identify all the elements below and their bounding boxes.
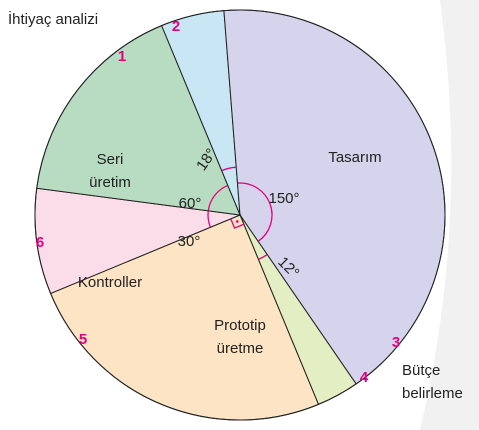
angle-arc	[258, 254, 268, 260]
pie-outline	[34, 9, 446, 421]
step-number: 1	[118, 48, 126, 65]
label-line: Prototip	[214, 317, 266, 334]
angle-label: 30°	[178, 233, 201, 250]
step-number: 6	[36, 234, 44, 251]
page-shade	[420, 0, 479, 430]
angle-label: 60°	[179, 195, 202, 212]
angle-arc	[207, 211, 211, 228]
angle-arc	[207, 184, 228, 211]
angle-arc	[237, 182, 273, 242]
label-line: üretme	[217, 340, 264, 357]
right-angle-marker	[230, 218, 245, 229]
angle-arc	[221, 166, 236, 172]
step-number: 5	[79, 331, 87, 348]
slice-label: İhtiyaç analizi	[8, 10, 98, 28]
label-line: belirleme	[402, 385, 463, 402]
slice-label: Bütçe belirleme	[402, 362, 463, 402]
slice-label: Seri üretim	[89, 151, 131, 191]
step-number: 3	[392, 334, 400, 351]
label-line: Seri	[97, 151, 124, 168]
right-angle-dot	[236, 220, 239, 223]
angle-label: 150°	[268, 190, 299, 207]
label-line: üretim	[89, 174, 131, 191]
step-number: 2	[172, 18, 180, 35]
slice-label: Kontroller	[78, 274, 142, 291]
slice-label: Tasarım	[328, 149, 381, 166]
step-number: 4	[360, 369, 369, 386]
label-line: Bütçe	[402, 362, 440, 379]
slice-label: Prototip üretme	[214, 317, 266, 357]
